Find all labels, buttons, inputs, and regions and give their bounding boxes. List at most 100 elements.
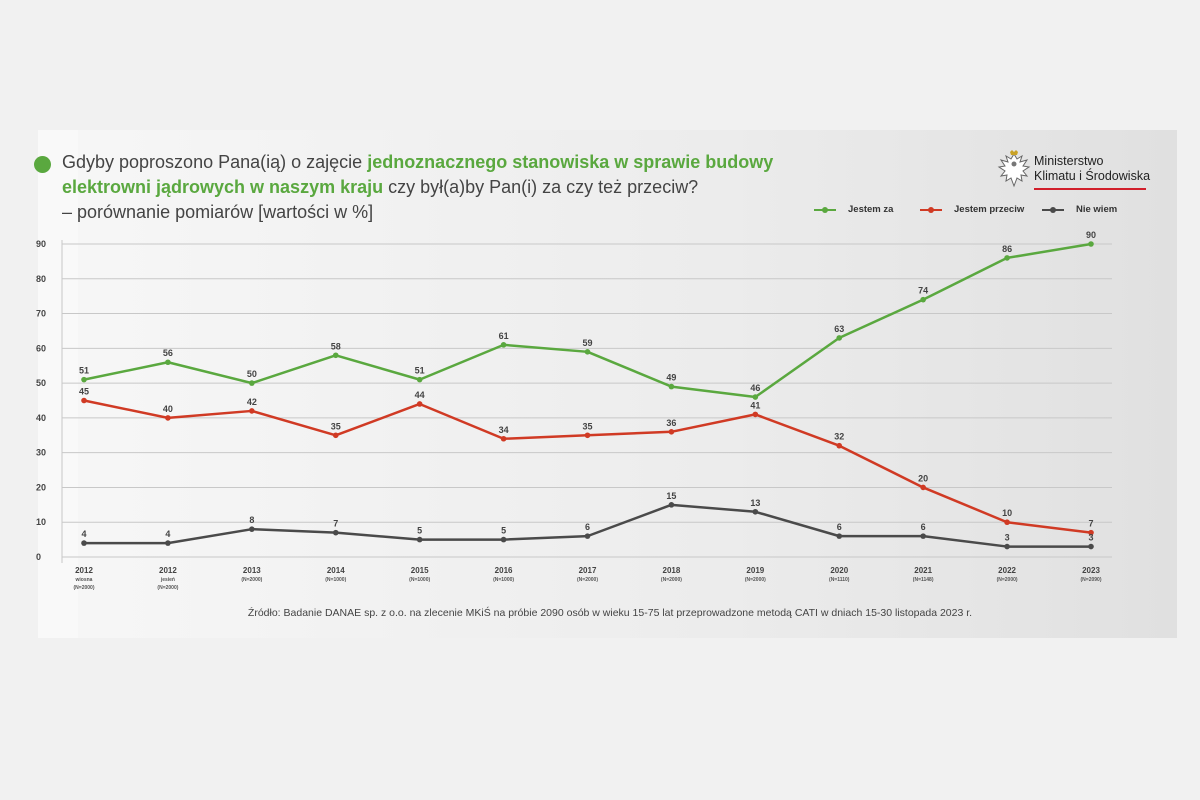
data-point: [332, 432, 339, 439]
data-point: [668, 502, 675, 508]
data-label: 7: [1088, 519, 1093, 529]
data-label: 5: [501, 526, 506, 536]
data-label: 41: [750, 400, 760, 410]
logo-underline: [1034, 188, 1146, 190]
data-label: 8: [249, 515, 254, 525]
x-tick-sublabel: (N=2000): [74, 585, 95, 591]
data-point: [668, 383, 675, 390]
y-tick-label: 50: [36, 378, 46, 388]
data-label: 42: [247, 397, 257, 407]
data-label: 5: [417, 526, 422, 536]
legend-label-przeciw: Jestem przeciw: [954, 204, 1025, 215]
data-point: [1004, 519, 1010, 526]
data-label: 59: [582, 338, 592, 348]
data-label: 13: [750, 498, 760, 508]
data-point: [1088, 241, 1094, 247]
x-tick-label: 2012: [75, 566, 93, 575]
legend-item-za: Jestem za: [814, 204, 893, 215]
chart-title: Gdyby poproszono Pana(ią) o zajęcie jedn…: [62, 150, 782, 225]
x-tick-sublabel: jesień: [160, 577, 175, 583]
data-label: 63: [834, 324, 844, 334]
data-point: [752, 394, 759, 400]
data-label: 10: [1002, 508, 1012, 518]
data-label: 40: [163, 404, 173, 414]
eagle-emblem-icon: [997, 150, 1031, 188]
title-part-1: Gdyby poproszono Pana(ią) o zajęcie: [62, 152, 368, 172]
data-label: 6: [921, 522, 926, 532]
data-point: [416, 536, 423, 543]
data-point: [81, 376, 87, 383]
data-label: 51: [79, 366, 89, 376]
x-tick-sublabel: (N=2000): [997, 577, 1018, 583]
data-point: [500, 536, 507, 543]
x-tick-label: 2015: [411, 566, 429, 575]
x-tick-sublabel: (N=1000): [325, 577, 346, 583]
x-tick-sublabel: (N=2000): [157, 585, 178, 591]
legend-swatch-nie-wiem: [1042, 205, 1064, 215]
title-line-3: – porównanie pomiarów [wartości w %]: [62, 202, 374, 222]
y-tick-label: 80: [36, 274, 46, 284]
data-point: [416, 401, 423, 407]
x-tick-sublabel: (N=2000): [241, 577, 262, 583]
data-label: 58: [331, 341, 341, 351]
legend-item-nie-wiem: Nie wiem: [1042, 204, 1117, 215]
data-point: [1088, 543, 1094, 550]
data-label: 49: [666, 373, 676, 383]
data-point: [920, 484, 926, 491]
data-point: [332, 529, 339, 536]
data-label: 35: [331, 421, 341, 431]
x-tick-label: 2020: [830, 566, 848, 575]
legend-item-przeciw: Jestem przeciw: [920, 204, 1024, 215]
x-tick-sublabel: (N=2000): [745, 577, 766, 583]
data-label: 86: [1002, 244, 1012, 254]
y-tick-label: 10: [36, 517, 46, 527]
data-point: [500, 435, 507, 442]
x-tick-label: 2013: [243, 566, 261, 575]
data-label: 44: [415, 390, 425, 400]
y-tick-label: 60: [36, 343, 46, 353]
data-point: [920, 296, 926, 303]
x-tick-label: 2021: [914, 566, 932, 575]
legend-swatch-przeciw: [920, 205, 942, 215]
title-highlight: jednoznacznego stanowiska w sprawie budo…: [62, 152, 774, 197]
data-label: 15: [666, 491, 676, 501]
y-tick-label: 20: [36, 482, 46, 492]
data-label: 3: [1005, 533, 1010, 543]
data-point: [1088, 529, 1094, 536]
data-label: 74: [918, 286, 928, 296]
x-tick-sublabel: (N=1110): [829, 577, 850, 583]
data-point: [81, 540, 87, 546]
data-label: 6: [837, 522, 842, 532]
data-label: 35: [582, 421, 592, 431]
data-point: [584, 349, 591, 355]
data-label: 4: [165, 529, 170, 539]
title-part-2: czy był(a)by Pan(i) za czy też przeciw?: [383, 177, 699, 197]
ministry-logo: Ministerstwo Klimatu i Środowiska: [996, 150, 1156, 194]
logo-line-1: Ministerstwo: [1034, 154, 1104, 168]
card-edge: [38, 130, 78, 638]
data-label: 90: [1086, 230, 1096, 240]
data-label: 56: [163, 348, 173, 358]
series-line: [83, 242, 1092, 399]
chart-card: [38, 130, 1177, 638]
y-tick-label: 90: [36, 239, 46, 249]
x-tick-label: 2014: [327, 566, 345, 575]
data-point: [1004, 255, 1010, 261]
x-tick-label: 2023: [1082, 566, 1100, 575]
logo-line-2: Klimatu i Środowiska: [1034, 169, 1151, 183]
x-tick-sublabel: (N=1000): [409, 577, 430, 583]
data-label: 51: [415, 366, 425, 376]
data-label: 6: [585, 522, 590, 532]
data-label: 46: [750, 383, 760, 393]
data-point: [165, 359, 171, 366]
data-point: [332, 352, 339, 359]
x-tick-sublabel: (N=2000): [661, 577, 682, 583]
legend-label-za: Jestem za: [848, 204, 894, 215]
data-point: [81, 397, 87, 404]
data-point: [584, 533, 591, 539]
logo-text: Ministerstwo Klimatu i Środowiska: [1034, 154, 1150, 184]
x-tick-label: 2022: [998, 566, 1016, 575]
x-tick-label: 2016: [495, 566, 513, 575]
x-tick-label: 2012: [159, 566, 177, 575]
